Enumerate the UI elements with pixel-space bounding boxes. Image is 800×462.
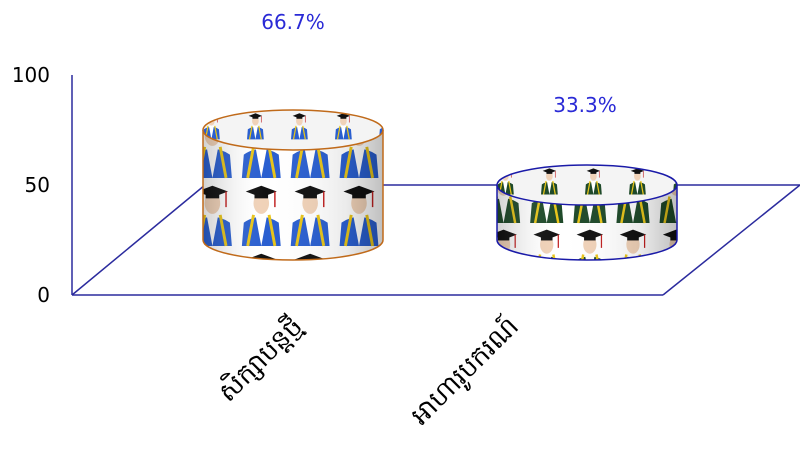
category-label-1: សិក្សាបន្តថ្មី	[211, 310, 309, 408]
data-labels: 66.7% 33.3%	[261, 10, 617, 117]
bar-1	[202, 109, 384, 261]
floor-left-edge	[71, 184, 206, 296]
data-label-bar-2: 33.3%	[553, 93, 617, 117]
category-labels: សិក្សាបន្តថ្មី អាហារូបករណ៍	[211, 310, 526, 432]
y-tick-label-100: 100	[12, 63, 50, 87]
plot-frame	[71, 75, 800, 296]
y-tick-label-50: 50	[25, 173, 50, 197]
y-tick-label-0: 0	[37, 283, 50, 307]
category-label-2: អាហារូបករណ៍	[404, 310, 526, 432]
floor-right-edge	[662, 184, 800, 296]
bars	[202, 109, 678, 261]
data-label-bar-1: 66.7%	[261, 10, 325, 34]
bar-2	[496, 164, 678, 261]
y-tick-labels: 0 50 100	[12, 63, 50, 307]
